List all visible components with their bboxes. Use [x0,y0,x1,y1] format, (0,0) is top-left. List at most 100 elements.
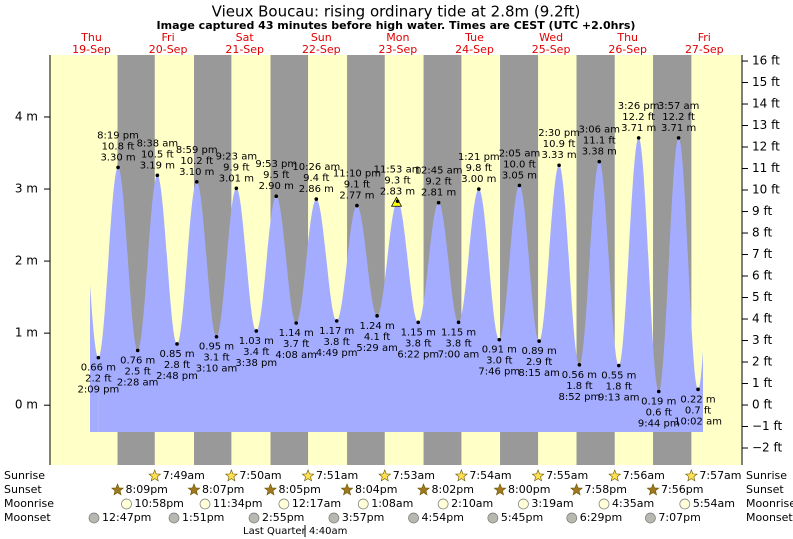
sunset-time: 8:00pm [508,483,550,496]
tide-time: 11:10 pm [333,169,381,180]
y2-tick-label: 0 ft [752,398,772,412]
tide-height-m: 0.95 m [199,342,234,353]
tide-height-m: 0.55 m [601,371,636,382]
tide-height-ft: 9.8 ft [466,163,492,174]
sunset-icon [264,483,277,496]
tide-height-m: 3.33 m [541,150,576,161]
sunrise-time: 7:53am [393,469,435,482]
tide-height-ft: 10.2 ft [180,156,213,167]
sunset-time: 7:56pm [661,483,703,496]
sunset-icon [417,483,431,496]
tide-height-ft: 9.2 ft [425,177,451,188]
tide-height-ft: 4.1 ft [364,332,390,343]
tide-height-ft: 2.9 ft [526,357,552,368]
tide-height-ft: 3.0 ft [486,356,512,367]
tide-time: 3:38 pm [235,358,277,369]
tide-time: 4:08 am [275,350,317,361]
tide-height-ft: 9.4 ft [303,173,329,184]
moonset-icon [566,512,578,524]
y2-tick-label: 13 ft [752,118,780,132]
tide-time: 9:44 pm [638,419,680,430]
tide-height-m: 0.89 m [522,346,557,357]
day-name: Mon [386,31,409,44]
moonset-icon [248,512,260,524]
moonset-time: 7:07pm [658,511,700,524]
tide-height-ft: 2.2 ft [85,374,111,385]
tide-point [436,200,441,205]
day-name: Thu [80,31,102,44]
tide-height-ft: 3.7 ft [283,339,309,350]
tide-height-ft: 3.8 ft [405,338,431,349]
tide-time: 3:26 pm [618,101,660,112]
moonrise-time: 2:10am [451,497,493,510]
moonrise-icon [518,498,529,510]
sunset-time: 8:04pm [355,483,397,496]
tide-point [334,319,339,323]
tide-point [416,320,421,325]
y2-tick-label: 11 ft [752,161,780,175]
sunset-icon [111,483,124,496]
moonset-icon [645,512,656,524]
sunrise-icon [148,469,162,482]
tide-height-m: 1.03 m [239,336,274,347]
tide-height-m: 0.22 m [680,394,715,405]
moon-phase-time: 4:40am [309,526,347,537]
tide-height-ft: 0.6 ft [646,408,672,419]
tide-point [375,314,379,318]
y2-tick-label: 6 ft [752,269,772,283]
tide-height-ft: 11.1 ft [583,136,616,147]
tide-time: 1:21 pm [458,152,500,163]
tide-height-m: 3.71 m [661,123,696,134]
moonrise-time: 5:54am [693,497,735,510]
tide-time: 7:00 am [438,349,480,360]
tide-height-m: 3.71 m [621,123,656,134]
tide-area-edge [90,284,99,432]
chart-title: Vieux Boucau: rising ordinary tide at 2.… [212,3,581,21]
tide-height-m: 3.38 m [582,147,617,158]
tide-height-m: 1.14 m [279,328,314,339]
tide-height-m: 0.66 m [81,363,116,374]
y-tick-label: 1 m [15,326,38,340]
sunrise-icon [224,469,238,482]
row-label: Sunset [4,483,42,496]
tide-height-ft: 12.2 ft [622,112,655,123]
y2-tick-label: 2 ft [752,355,772,369]
moonset-icon [88,512,100,524]
tide-time: 8:19 pm [97,130,139,141]
chart-subtitle: Image captured 43 minutes before high wa… [157,19,636,32]
row-label: Sunrise [746,469,787,482]
sunset-time: 7:58pm [585,483,627,496]
sunset-icon [646,483,660,496]
tide-height-ft: 9.5 ft [263,170,289,181]
tide-point [135,348,140,353]
moonrise-time: 3:19am [531,497,573,510]
tide-height-ft: 1.8 ft [606,382,632,393]
row-label: Moonset [4,511,51,524]
tide-height-m: 1.24 m [360,321,395,332]
tide-height-ft: 12.2 ft [662,112,695,123]
moonrise-icon [679,498,691,510]
tide-time: 12:45 am [415,166,463,177]
tide-time: 2:48 pm [156,371,198,382]
tide-height-ft: 3.8 ft [323,337,349,348]
tide-point [696,387,700,392]
y-tick-label: 4 m [15,109,38,123]
tide-time: 2:28 am [117,377,159,388]
tide-area-edge [698,350,703,432]
tide-time: 6:22 pm [397,349,439,360]
row-label: Moonrise [746,497,793,510]
y2-tick-label: 9 ft [752,204,772,218]
tide-time: 8:59 pm [176,145,218,156]
tide-time: 2:05 am [499,148,541,159]
day-name: Fri [162,31,175,44]
tide-time: 8:38 am [137,138,179,149]
tide-height-m: 0.91 m [482,345,517,356]
y2-tick-label: 15 ft [752,75,780,89]
sunrise-time: 7:51am [316,469,358,482]
moonrise-icon [199,498,211,510]
tide-point [517,183,522,188]
moonrise-time: 4:35am [612,497,654,510]
day-date: 23-Sep [379,43,418,56]
moonrise-icon [357,498,369,510]
